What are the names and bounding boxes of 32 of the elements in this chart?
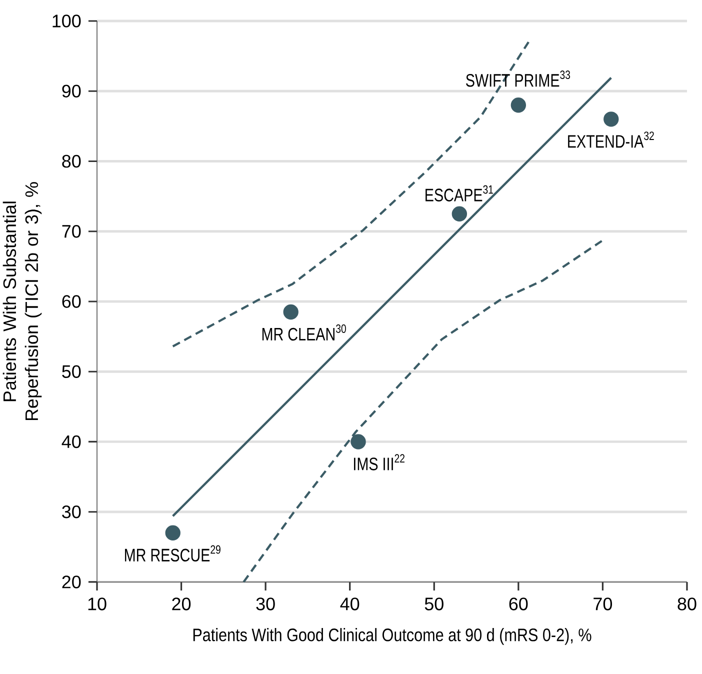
point bbox=[283, 304, 298, 320]
y-tick-label: 20 bbox=[62, 576, 81, 588]
point bbox=[510, 98, 526, 113]
x-tick-label: 10 bbox=[88, 598, 106, 610]
annotation: EXTEND-IA$^{32}$ bbox=[568, 132, 654, 148]
annotation: IMS III$^{22}$ bbox=[354, 454, 404, 470]
annotation: MR CLEAN$^{30}$ bbox=[262, 324, 346, 341]
y-tick-label: 90 bbox=[62, 84, 81, 98]
y-tick-label: 30 bbox=[62, 505, 81, 518]
x-tick-label: 80 bbox=[678, 598, 696, 610]
y-tick-label: 70 bbox=[62, 224, 81, 238]
x-tick-label: 30 bbox=[256, 598, 275, 610]
annotation: SWIFT PRIME$^{33}$ bbox=[466, 70, 570, 87]
y-tick-label: 100 bbox=[52, 14, 81, 28]
point bbox=[604, 112, 619, 127]
x-tick-label: 60 bbox=[509, 598, 528, 610]
annotation: MR RESCUE$^{29}$ bbox=[125, 545, 220, 562]
x-axis-title: Patients With Good Clinical Outcome at 90 d (mRS 0-2), % bbox=[193, 628, 592, 645]
point bbox=[165, 525, 180, 540]
x-tick-label: 20 bbox=[172, 598, 191, 610]
x-tick-label: 40 bbox=[340, 598, 360, 610]
y-tick-label: 50 bbox=[62, 365, 81, 378]
x-tick-label: 50 bbox=[424, 598, 444, 610]
y-tick-label: 60 bbox=[62, 295, 81, 308]
x-tick-label: 70 bbox=[594, 598, 612, 610]
y-tick-label: 40 bbox=[62, 435, 81, 448]
y-axis-title: Patients With Substantial Reperfusion (TICI 2b or 3), % bbox=[2, 182, 42, 420]
y-tick-label: 80 bbox=[62, 154, 81, 168]
annotation: ESCAPE$^{31}$ bbox=[426, 185, 493, 202]
point bbox=[350, 434, 366, 450]
point bbox=[452, 206, 468, 222]
line-series bbox=[242, 238, 605, 584]
